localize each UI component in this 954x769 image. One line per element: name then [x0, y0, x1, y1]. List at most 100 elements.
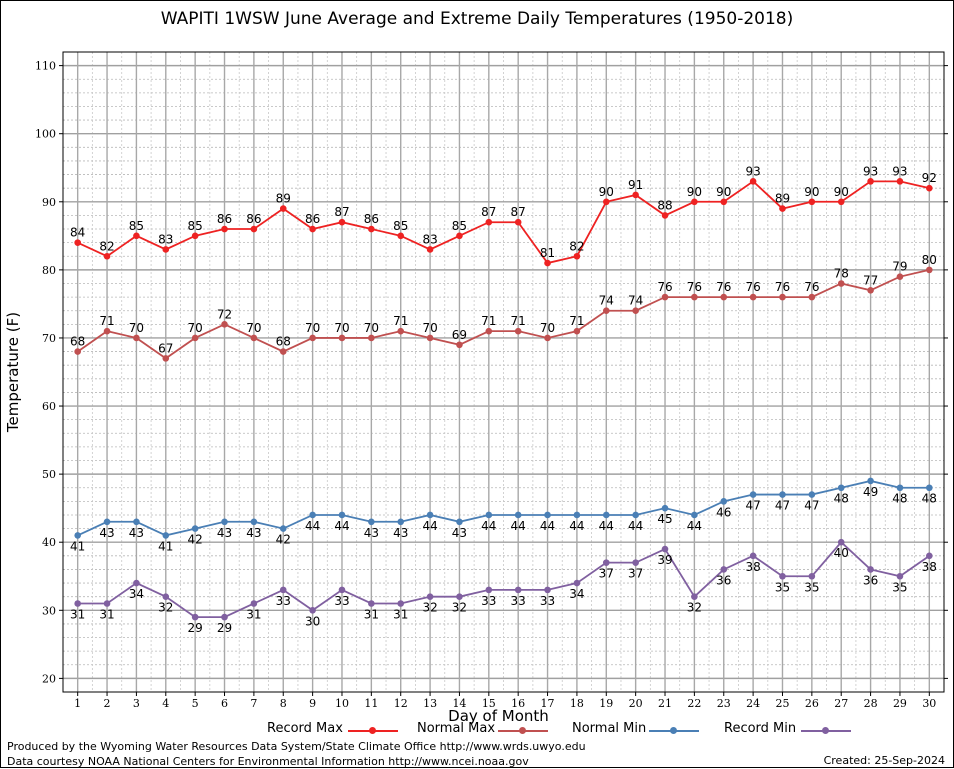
data-point	[397, 232, 405, 240]
data-label: 79	[892, 260, 907, 274]
data-label: 42	[188, 533, 203, 547]
data-label: 33	[481, 594, 496, 608]
data-point	[632, 559, 639, 566]
data-label: 91	[628, 178, 643, 192]
y-tick-label: 60	[42, 400, 56, 413]
data-label: 76	[804, 280, 819, 294]
data-label: 45	[657, 512, 672, 526]
legend-swatch-marker	[670, 727, 677, 734]
data-label: 42	[276, 533, 291, 547]
data-point	[133, 579, 140, 587]
data-point	[191, 525, 199, 532]
data-point	[368, 600, 375, 607]
data-label: 35	[804, 580, 819, 594]
x-tick-label: 5	[192, 697, 199, 710]
data-label: 70	[246, 321, 261, 335]
data-label: 43	[217, 526, 232, 540]
series-line	[77, 268, 930, 360]
data-label: 85	[129, 219, 144, 233]
data-point	[602, 307, 610, 315]
data-point	[279, 348, 287, 355]
data-label: 32	[687, 601, 702, 615]
data-label: 44	[511, 519, 526, 533]
data-point	[632, 511, 639, 519]
data-point	[837, 484, 845, 492]
data-label: 80	[922, 253, 937, 267]
data-point	[397, 518, 405, 526]
data-point	[867, 477, 874, 485]
data-label: 71	[511, 314, 526, 328]
data-label: 78	[834, 266, 849, 280]
data-point	[837, 198, 845, 206]
y-tick-label: 80	[42, 264, 56, 277]
data-point	[338, 334, 346, 342]
data-point	[338, 511, 346, 519]
data-point	[485, 511, 493, 519]
data-point	[456, 593, 463, 600]
data-point	[221, 613, 228, 621]
data-point	[602, 559, 610, 566]
data-point	[896, 178, 904, 185]
data-point	[162, 532, 170, 539]
data-label: 43	[452, 526, 467, 540]
x-tick-label: 3	[133, 697, 140, 710]
data-label: 44	[481, 519, 496, 533]
data-point	[426, 593, 434, 600]
data-point	[691, 593, 698, 600]
data-point	[896, 273, 904, 280]
data-point	[456, 232, 463, 240]
data-label: 82	[99, 239, 114, 253]
data-point	[808, 491, 816, 498]
data-label: 35	[775, 580, 790, 594]
data-label: 43	[99, 526, 114, 540]
data-label: 44	[599, 519, 614, 533]
x-tick-label: 15	[482, 697, 496, 710]
data-point	[485, 586, 493, 594]
data-point	[74, 239, 81, 246]
data-point	[309, 511, 316, 519]
data-point	[368, 225, 375, 233]
chart-title: WAPITI 1WSW June Average and Extreme Dai…	[160, 9, 794, 29]
footer-data-courtesy: Data courtesy NOAA National Centers for …	[7, 755, 529, 768]
data-label: 44	[687, 519, 702, 533]
data-point	[368, 518, 375, 526]
x-tick-label: 8	[280, 697, 287, 710]
x-tick-label: 12	[394, 697, 408, 710]
x-tick-label: 19	[599, 697, 613, 710]
data-label: 86	[364, 212, 379, 226]
x-tick-label: 17	[541, 697, 555, 710]
data-point	[720, 293, 728, 301]
data-label: 31	[99, 607, 114, 621]
data-label: 48	[834, 492, 849, 506]
data-point	[133, 518, 140, 526]
legend-label: Record Max	[267, 721, 343, 736]
footer-produced-by: Produced by the Wyoming Water Resources …	[7, 740, 586, 753]
data-label: 41	[158, 539, 173, 553]
data-label: 71	[569, 314, 584, 328]
data-label: 71	[99, 314, 114, 328]
data-point	[514, 586, 522, 594]
data-label: 46	[716, 505, 731, 519]
data-point	[74, 348, 81, 355]
data-label: 84	[70, 226, 85, 240]
data-label: 93	[745, 164, 760, 178]
data-label: 29	[188, 621, 203, 635]
data-point	[544, 259, 551, 267]
data-label: 34	[129, 587, 144, 601]
data-label: 44	[334, 519, 349, 533]
data-label: 76	[657, 280, 672, 294]
footer: Produced by the Wyoming Water Resources …	[7, 739, 586, 769]
x-tick-label: 10	[335, 697, 349, 710]
data-label: 92	[922, 171, 937, 185]
data-label: 70	[540, 321, 555, 335]
data-label: 38	[922, 560, 937, 574]
data-point	[250, 518, 258, 526]
data-point	[749, 178, 757, 185]
data-point	[162, 246, 170, 253]
data-label: 44	[628, 519, 643, 533]
x-tick-label: 9	[309, 697, 316, 710]
data-label: 31	[246, 607, 261, 621]
data-label: 31	[70, 607, 85, 621]
data-point	[573, 327, 581, 335]
